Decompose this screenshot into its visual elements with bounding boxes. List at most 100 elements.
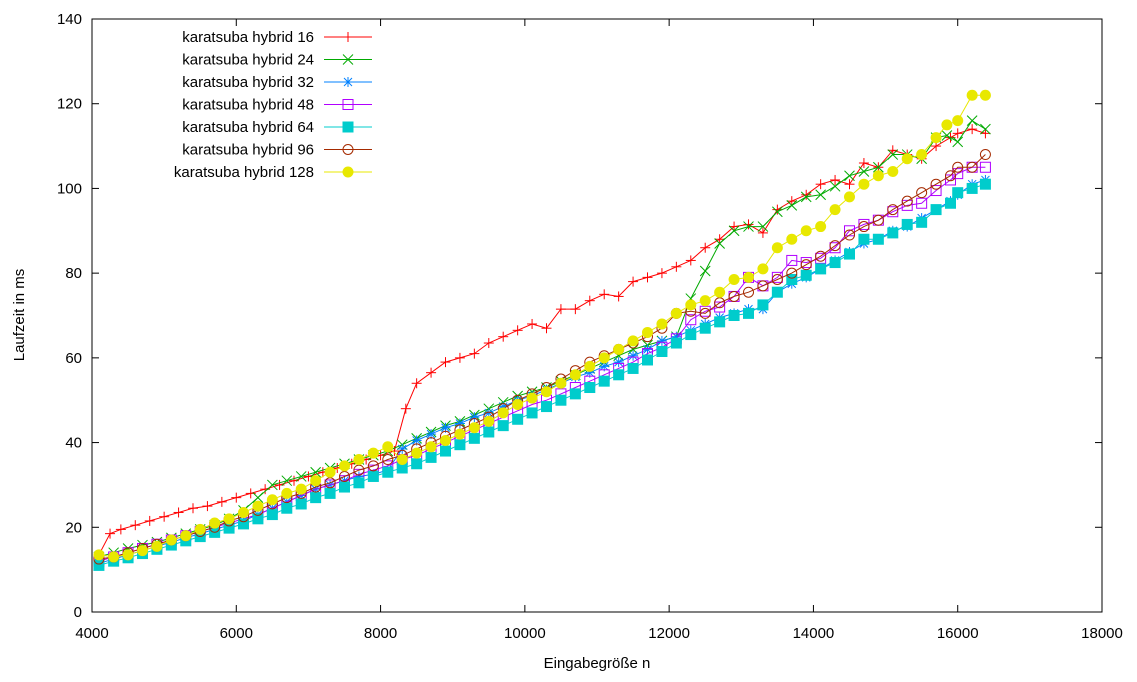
data-point	[700, 242, 711, 253]
data-point	[468, 422, 480, 434]
data-point	[295, 483, 307, 495]
data-point	[642, 344, 653, 355]
x-tick-label: 14000	[793, 625, 835, 642]
data-point	[343, 77, 353, 87]
data-point	[627, 362, 639, 374]
data-point	[468, 432, 480, 444]
data-point	[714, 297, 726, 309]
data-point	[757, 227, 768, 238]
data-point	[310, 492, 322, 504]
data-point	[165, 534, 177, 546]
data-point	[339, 470, 350, 482]
data-point	[598, 352, 610, 364]
data-point	[916, 216, 928, 228]
data-point	[930, 178, 942, 190]
x-tick-label: 4000	[75, 625, 108, 642]
data-point	[411, 378, 422, 389]
data-point	[714, 238, 725, 249]
data-point	[151, 540, 163, 552]
data-point	[411, 447, 423, 459]
data-point	[281, 487, 293, 499]
data-point	[342, 99, 354, 110]
data-point	[382, 454, 394, 466]
data-point	[425, 451, 437, 463]
data-point	[497, 407, 509, 419]
data-point	[555, 304, 566, 315]
data-point	[541, 323, 552, 334]
data-point	[728, 273, 740, 285]
data-point	[786, 233, 798, 245]
data-point	[830, 174, 841, 185]
data-point	[188, 503, 198, 514]
data-point	[353, 477, 365, 489]
data-point	[440, 357, 451, 368]
data-point	[526, 407, 538, 419]
series-line	[98, 183, 986, 566]
x-tick-label: 16000	[937, 625, 979, 642]
data-point	[829, 204, 841, 216]
y-tick-label: 80	[65, 265, 82, 282]
data-point	[223, 522, 235, 534]
series-line	[98, 166, 986, 562]
data-point	[872, 214, 884, 226]
y-tick-label: 20	[65, 519, 82, 536]
data-point	[93, 559, 105, 571]
data-point	[786, 254, 798, 266]
data-point	[980, 128, 991, 139]
data-point	[209, 517, 221, 529]
data-point	[945, 197, 956, 209]
data-point	[342, 54, 354, 65]
data-point	[628, 276, 639, 287]
data-point	[743, 307, 754, 319]
data-point	[483, 415, 495, 427]
data-point	[786, 196, 797, 207]
data-point	[541, 386, 552, 398]
legend-entry: karatsuba hybrid 48	[182, 97, 372, 114]
data-point	[144, 515, 155, 526]
data-point	[598, 375, 610, 387]
data-point	[93, 549, 105, 561]
data-point	[873, 161, 884, 173]
legend-label: karatsuba hybrid 16	[182, 29, 314, 46]
data-point	[829, 240, 841, 252]
y-axis-label: Laufzeit in ms	[11, 269, 28, 362]
data-point	[238, 518, 249, 530]
data-point	[497, 420, 509, 432]
data-point	[743, 271, 754, 283]
data-point	[231, 492, 242, 503]
data-point	[786, 273, 798, 285]
data-point	[743, 286, 754, 298]
data-point	[454, 439, 466, 451]
data-point	[901, 218, 913, 230]
data-point	[266, 509, 278, 521]
data-point	[266, 494, 278, 506]
data-point	[396, 454, 408, 466]
data-point	[469, 348, 480, 359]
data-point	[772, 206, 783, 218]
data-point	[887, 204, 899, 216]
data-point	[800, 191, 812, 203]
data-point	[454, 352, 465, 363]
legend-label: karatsuba hybrid 24	[182, 52, 314, 69]
data-point	[685, 329, 697, 341]
data-point	[498, 331, 509, 342]
data-point	[685, 314, 697, 326]
y-tick-label: 120	[57, 96, 82, 113]
data-point	[743, 221, 754, 232]
data-point	[930, 132, 942, 144]
data-point	[342, 144, 354, 155]
data-point	[642, 326, 653, 338]
data-point	[628, 350, 639, 361]
data-point	[105, 528, 116, 539]
data-point	[887, 227, 899, 239]
data-point	[901, 199, 913, 211]
data-point	[800, 269, 812, 281]
legend-label: karatsuba hybrid 128	[174, 164, 314, 181]
data-point	[202, 501, 213, 512]
legend-entry: karatsuba hybrid 64	[182, 119, 372, 136]
data-point	[483, 426, 495, 438]
data-point	[526, 392, 538, 404]
data-point	[512, 413, 524, 425]
data-point	[844, 248, 855, 260]
data-point	[267, 479, 278, 491]
